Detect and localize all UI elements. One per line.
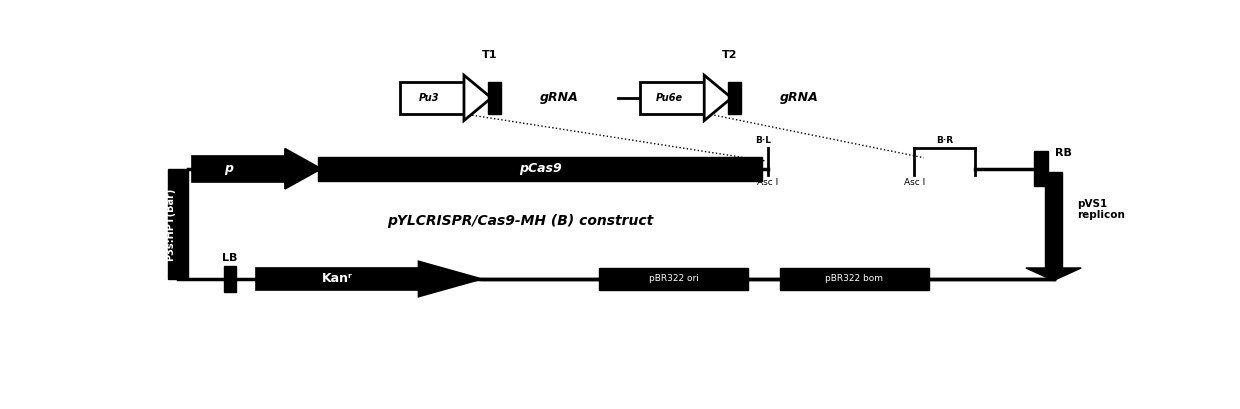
Polygon shape: [1025, 268, 1081, 281]
Text: gRNA: gRNA: [539, 91, 578, 104]
Text: P3s:HPT(Bar): P3s:HPT(Bar): [165, 187, 175, 261]
Bar: [640, 82, 704, 114]
Text: pBR322 ori: pBR322 ori: [649, 274, 698, 283]
Bar: [401, 82, 464, 114]
Bar: [780, 267, 929, 290]
Text: B·L: B·L: [755, 136, 771, 145]
Text: p: p: [224, 162, 233, 175]
Text: Kanʳ: Kanʳ: [321, 272, 352, 285]
Text: B·R: B·R: [936, 136, 954, 145]
Text: gRNA: gRNA: [780, 91, 818, 104]
Bar: [487, 82, 501, 114]
Text: pYLCRISPR/Cas9-MH (B) construct: pYLCRISPR/Cas9-MH (B) construct: [387, 214, 653, 228]
Bar: [728, 82, 742, 114]
Bar: [599, 267, 748, 290]
Text: pBR322 bom: pBR322 bom: [825, 274, 883, 283]
Bar: [255, 267, 419, 290]
Text: Asc I: Asc I: [758, 178, 779, 187]
Polygon shape: [285, 148, 321, 189]
Text: RB: RB: [1055, 148, 1073, 158]
Polygon shape: [704, 75, 732, 121]
Text: LB: LB: [222, 253, 238, 263]
Bar: [319, 157, 763, 181]
Text: Pu6e: Pu6e: [656, 93, 683, 103]
Bar: [1034, 151, 1048, 186]
Text: pCas9: pCas9: [520, 162, 562, 175]
Bar: [1045, 172, 1063, 271]
Bar: [191, 156, 285, 182]
Bar: [169, 169, 187, 279]
Text: T1: T1: [481, 50, 497, 60]
Polygon shape: [464, 75, 491, 121]
Polygon shape: [419, 261, 481, 297]
Bar: [223, 265, 236, 292]
Text: Pu3: Pu3: [419, 93, 439, 103]
Text: pVS1
replicon: pVS1 replicon: [1078, 199, 1126, 220]
Text: T2: T2: [722, 50, 738, 60]
Text: Asc I: Asc I: [904, 178, 925, 187]
